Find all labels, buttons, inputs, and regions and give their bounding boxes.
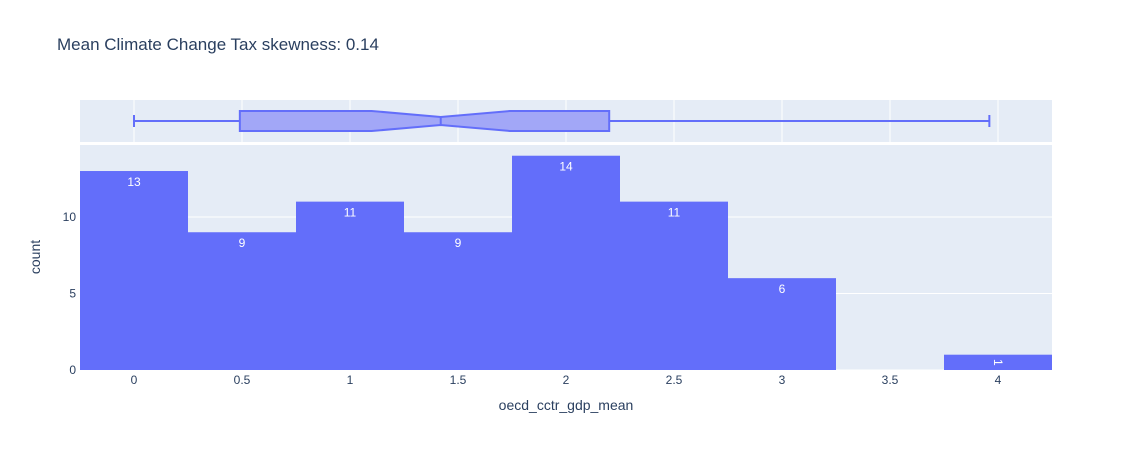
x-axis-ticks: 0 0.5 1 1.5 2 2.5 3 3.5 4 (131, 373, 1002, 387)
x-tick-label-1: 0.5 (234, 373, 251, 387)
bar-1[interactable] (188, 232, 296, 370)
box-body[interactable] (238, 110, 611, 132)
y-tick-label-0: 0 (69, 363, 76, 377)
x-tick-label-2: 1 (347, 373, 354, 387)
bar-label-8: 1 (991, 359, 1005, 366)
y-axis-title: count (27, 240, 43, 274)
y-axis-ticks: 0 5 10 (63, 210, 77, 377)
x-tick-label-7: 3.5 (882, 373, 899, 387)
bar-4[interactable] (512, 155, 620, 370)
bar-label-4: 14 (559, 160, 573, 174)
bar-3[interactable] (404, 232, 512, 370)
bar-6[interactable] (728, 278, 836, 370)
x-tick-label-4: 2 (563, 373, 570, 387)
bar-label-6: 6 (779, 282, 786, 296)
bar-5[interactable] (620, 201, 728, 370)
x-axis-title: oecd_cctr_gdp_mean (499, 397, 634, 413)
y-tick-label-2: 10 (63, 210, 77, 224)
bar-8[interactable] (944, 354, 1052, 370)
histogram-bar-labels: 13 9 11 9 14 11 6 1 (127, 160, 1005, 366)
x-tick-label-5: 2.5 (666, 373, 683, 387)
bar-label-0: 13 (127, 175, 141, 189)
bar-label-2: 11 (344, 206, 357, 220)
box-plot[interactable] (133, 110, 991, 132)
bar-label-1: 9 (239, 236, 246, 250)
chart-title: Mean Climate Change Tax skewness: 0.14 (57, 35, 379, 54)
x-tick-label-6: 3 (779, 373, 786, 387)
histogram-bars[interactable] (80, 155, 1052, 370)
x-tick-label-0: 0 (131, 373, 138, 387)
bar-label-3: 9 (455, 236, 462, 250)
bar-2[interactable] (296, 201, 404, 370)
x-tick-label-8: 4 (995, 373, 1002, 387)
x-tick-label-3: 1.5 (450, 373, 467, 387)
bar-label-5: 11 (668, 206, 681, 220)
y-tick-label-1: 5 (69, 286, 76, 300)
bar-0[interactable] (80, 171, 188, 370)
